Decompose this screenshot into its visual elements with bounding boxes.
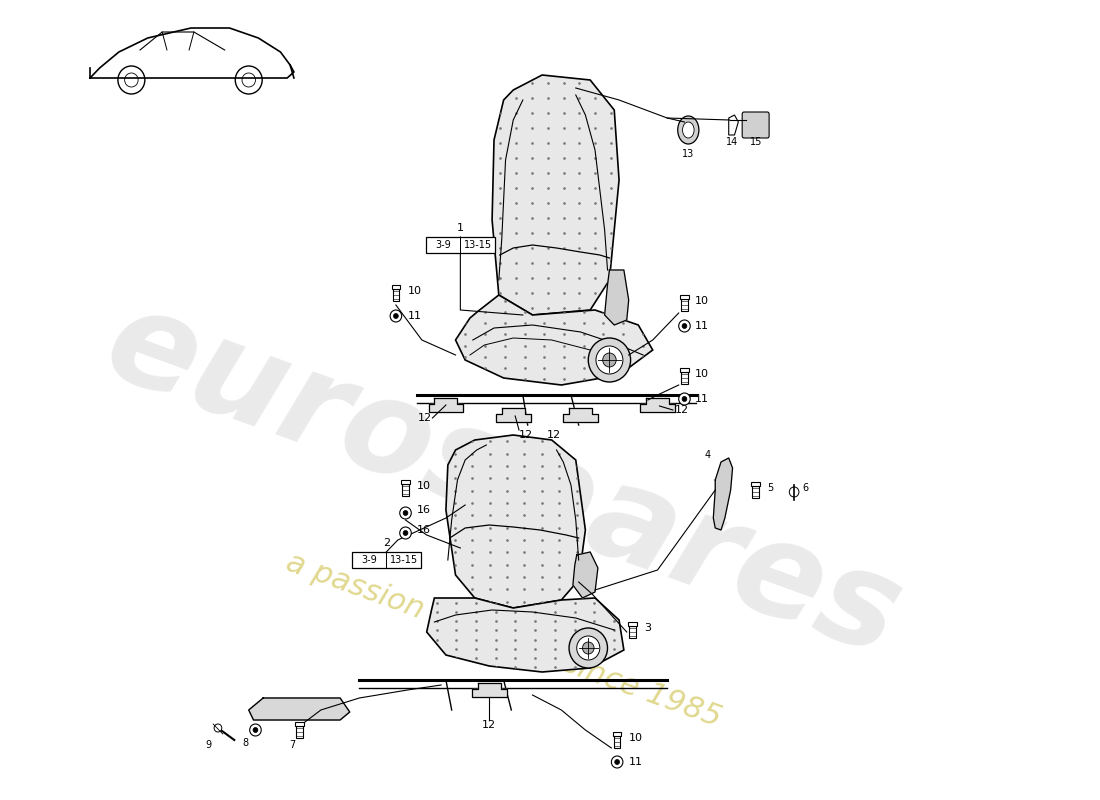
Text: 5: 5 bbox=[767, 483, 773, 493]
Circle shape bbox=[588, 338, 630, 382]
Text: eurospares: eurospares bbox=[90, 278, 917, 682]
Text: 13-15: 13-15 bbox=[463, 240, 492, 250]
Text: 10: 10 bbox=[695, 296, 710, 306]
Polygon shape bbox=[496, 408, 530, 422]
Text: 8: 8 bbox=[243, 738, 249, 748]
Circle shape bbox=[390, 310, 402, 322]
Bar bbox=[751, 482, 760, 486]
Circle shape bbox=[399, 527, 411, 539]
PathPatch shape bbox=[492, 75, 619, 315]
Text: 4: 4 bbox=[704, 450, 711, 460]
Bar bbox=[629, 626, 636, 638]
Circle shape bbox=[403, 510, 408, 515]
Polygon shape bbox=[249, 698, 350, 720]
Ellipse shape bbox=[678, 116, 698, 144]
Bar bbox=[352, 552, 421, 568]
Text: 10: 10 bbox=[407, 286, 421, 296]
Text: 2: 2 bbox=[383, 538, 389, 548]
Polygon shape bbox=[429, 398, 463, 412]
Text: 9: 9 bbox=[206, 740, 211, 750]
Circle shape bbox=[612, 756, 623, 768]
Text: 12: 12 bbox=[519, 430, 534, 440]
Text: 13-15: 13-15 bbox=[389, 555, 418, 565]
Bar bbox=[681, 372, 688, 384]
Text: 15: 15 bbox=[749, 137, 762, 147]
Circle shape bbox=[603, 353, 616, 367]
Circle shape bbox=[682, 323, 686, 329]
Bar bbox=[614, 736, 620, 748]
Bar bbox=[403, 484, 409, 496]
Circle shape bbox=[679, 320, 690, 332]
Text: 11: 11 bbox=[695, 394, 710, 404]
Bar bbox=[680, 295, 689, 299]
Text: 10: 10 bbox=[417, 481, 431, 491]
Bar bbox=[752, 486, 759, 498]
Bar bbox=[296, 722, 304, 726]
Ellipse shape bbox=[682, 122, 694, 138]
FancyBboxPatch shape bbox=[742, 112, 769, 138]
Text: 1: 1 bbox=[456, 223, 464, 233]
Text: 3-9: 3-9 bbox=[361, 555, 377, 565]
PathPatch shape bbox=[427, 598, 624, 672]
Bar bbox=[402, 480, 410, 484]
Circle shape bbox=[576, 636, 600, 660]
Circle shape bbox=[399, 507, 411, 519]
Bar bbox=[628, 622, 637, 626]
Bar bbox=[296, 726, 304, 738]
Text: 11: 11 bbox=[695, 321, 710, 331]
Polygon shape bbox=[563, 408, 598, 422]
Text: 12: 12 bbox=[482, 720, 496, 730]
Polygon shape bbox=[573, 552, 598, 598]
Text: 3-9: 3-9 bbox=[436, 240, 451, 250]
Bar bbox=[613, 732, 621, 736]
Text: 10: 10 bbox=[629, 733, 642, 743]
Text: 3: 3 bbox=[645, 623, 651, 633]
Text: 10: 10 bbox=[695, 369, 710, 379]
Circle shape bbox=[682, 397, 686, 402]
Text: 14: 14 bbox=[726, 137, 738, 147]
PathPatch shape bbox=[455, 295, 652, 385]
Polygon shape bbox=[713, 458, 733, 530]
Circle shape bbox=[679, 393, 690, 405]
Circle shape bbox=[250, 724, 261, 736]
Circle shape bbox=[403, 530, 408, 535]
Bar bbox=[392, 285, 400, 289]
Circle shape bbox=[569, 628, 607, 668]
PathPatch shape bbox=[446, 435, 585, 608]
Circle shape bbox=[615, 759, 619, 765]
Polygon shape bbox=[472, 683, 506, 697]
Circle shape bbox=[214, 724, 222, 732]
Text: 16: 16 bbox=[417, 505, 431, 515]
Bar bbox=[680, 368, 689, 372]
Text: 11: 11 bbox=[629, 757, 642, 767]
Circle shape bbox=[253, 727, 257, 733]
Polygon shape bbox=[728, 115, 738, 135]
Bar bbox=[681, 299, 688, 311]
Text: 12: 12 bbox=[547, 430, 561, 440]
Text: 6: 6 bbox=[803, 483, 808, 493]
Bar bbox=[426, 237, 495, 253]
Bar bbox=[393, 289, 399, 301]
Text: 7: 7 bbox=[289, 740, 295, 750]
Text: 12: 12 bbox=[674, 405, 689, 415]
Text: 16: 16 bbox=[417, 525, 431, 535]
Text: 13: 13 bbox=[682, 149, 694, 159]
Circle shape bbox=[596, 346, 623, 374]
Circle shape bbox=[394, 314, 398, 318]
Circle shape bbox=[583, 642, 594, 654]
Text: 11: 11 bbox=[407, 311, 421, 321]
Polygon shape bbox=[605, 270, 629, 325]
Text: a passion for parts since 1985: a passion for parts since 1985 bbox=[282, 547, 725, 733]
Text: 12: 12 bbox=[417, 413, 431, 423]
Circle shape bbox=[790, 487, 799, 497]
Polygon shape bbox=[640, 398, 674, 412]
